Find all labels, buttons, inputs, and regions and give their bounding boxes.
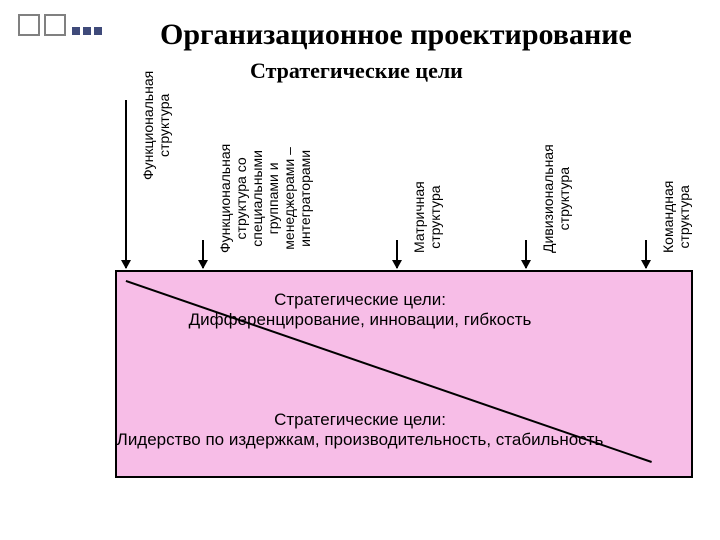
arrow-0 bbox=[125, 100, 127, 268]
structure-label-3: Дивизиональнаяструктура bbox=[540, 144, 572, 253]
structure-label-4: Команднаяструктура bbox=[660, 181, 692, 253]
arrow-2 bbox=[396, 240, 398, 268]
structure-label-0: Функциональнаяструктура bbox=[140, 71, 172, 180]
slide-bullets bbox=[18, 14, 103, 36]
structure-label-2: Матричнаяструктура bbox=[411, 181, 443, 253]
arrow-1 bbox=[202, 240, 204, 268]
arrow-4 bbox=[645, 240, 647, 268]
goal-text-0: Стратегические цели:Дифференцирование, и… bbox=[0, 290, 720, 330]
arrow-3 bbox=[525, 240, 527, 268]
page-title: Организационное проектирование bbox=[160, 18, 700, 52]
subtitle: Стратегические цели bbox=[250, 58, 463, 84]
goal-text-1: Стратегические цели:Лидерство по издержк… bbox=[0, 410, 720, 450]
structure-label-1: Функциональнаяструктура соспециальнымигр… bbox=[217, 144, 313, 253]
